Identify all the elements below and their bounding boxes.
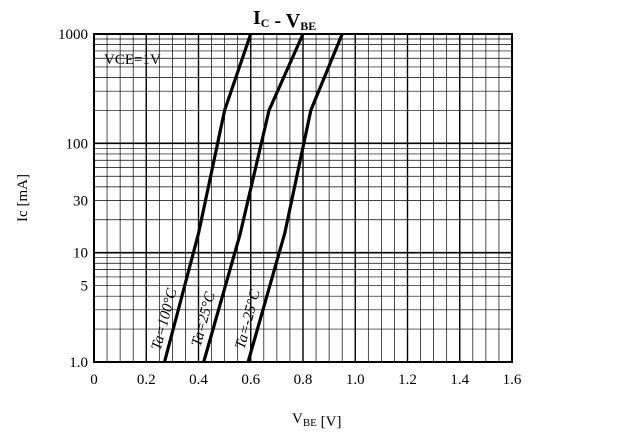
x-tick-label: 1.2: [398, 372, 417, 388]
y-tick-label: 1000: [58, 27, 88, 43]
x-axis-label: VBE [V]: [292, 411, 341, 430]
x-tick-label: 0: [90, 372, 98, 388]
series-line-0: [162, 33, 253, 363]
x-tick-label: 0.6: [241, 372, 260, 388]
series-labels: Ta=100°C Ta=25°C Ta=-25°C: [149, 286, 264, 352]
chart-title: IC - VBE: [253, 7, 316, 33]
x-tick-label: 1.6: [503, 372, 522, 388]
x-tick-label: 0.4: [189, 372, 208, 388]
series-layer: [162, 33, 344, 363]
x-tick-label: 1.4: [450, 372, 469, 388]
series-line-2: [246, 33, 344, 363]
x-tick-labels: 0 0.2 0.4 0.6 0.8 1.0 1.2 1.4 1.6: [90, 372, 522, 388]
condition-label: VCE=1V: [104, 52, 161, 68]
y-tick-label: 5: [81, 279, 89, 295]
y-axis-label: Ic [mA]: [15, 174, 31, 222]
x-tick-label: 0.2: [137, 372, 156, 388]
series-line-1: [202, 33, 305, 363]
y-tick-labels: 1.0 5 10 30 100 1000: [58, 27, 88, 371]
y-tick-label: 100: [66, 136, 89, 152]
x-tick-label: 0.8: [294, 372, 313, 388]
x-tick-label: 1.0: [346, 372, 365, 388]
grid: [94, 34, 512, 362]
y-tick-label: 30: [73, 194, 88, 210]
y-tick-label: 10: [73, 246, 88, 262]
y-tick-label: 1.0: [69, 355, 88, 371]
